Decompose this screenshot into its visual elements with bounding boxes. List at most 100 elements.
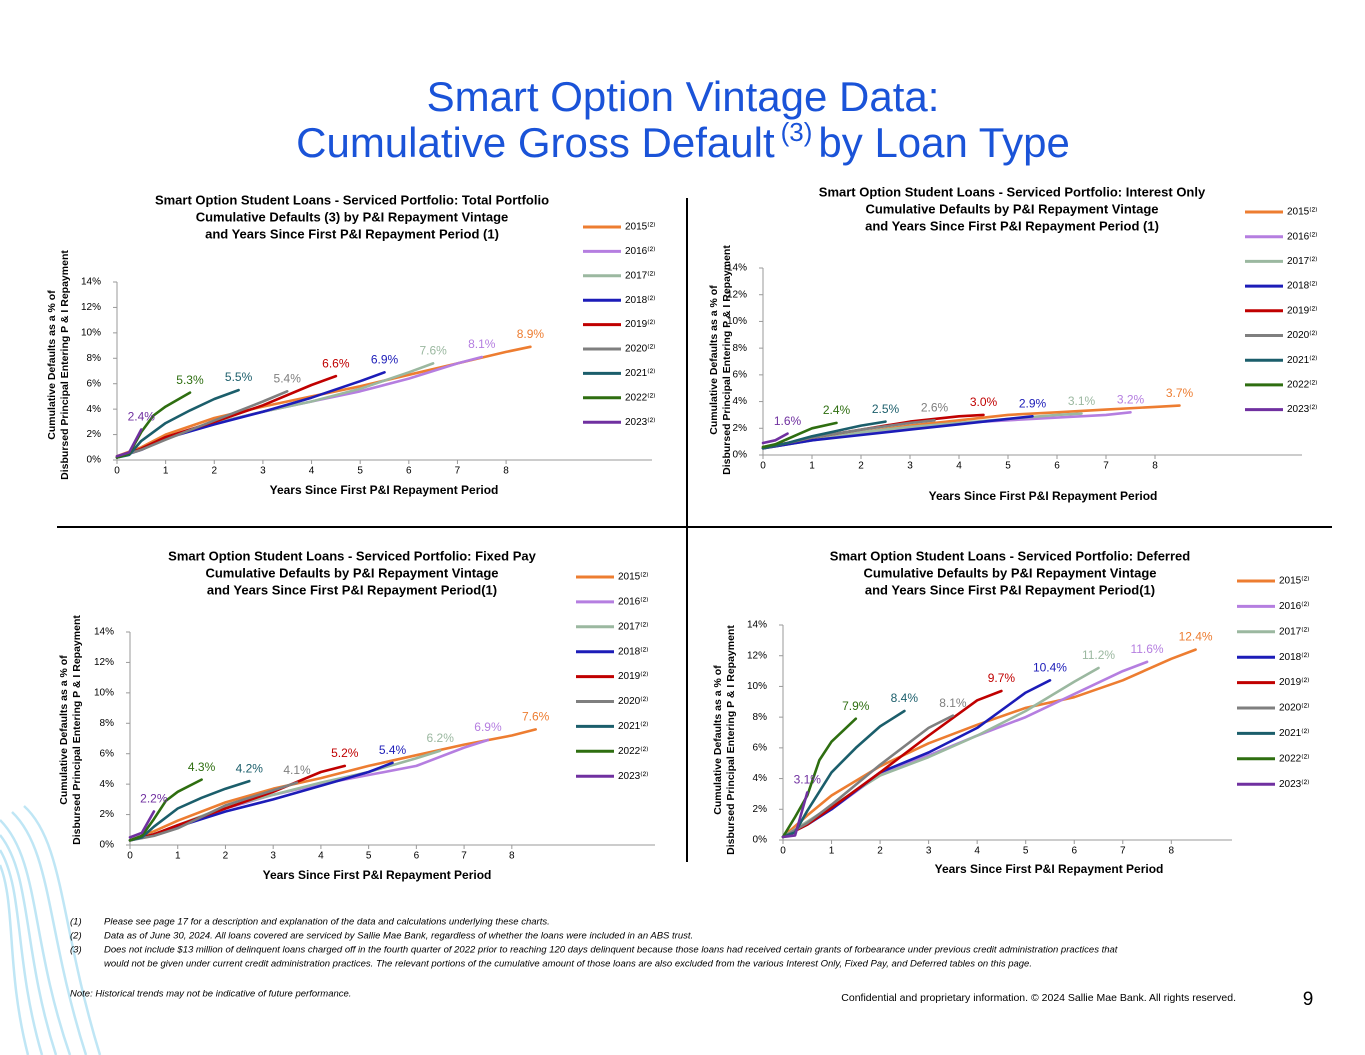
end-label: 2.9% [1019,396,1047,410]
x-tick-label: 4 [309,466,315,477]
y-tick-label: 6% [100,748,115,759]
end-label: 5.4% [274,372,302,386]
legend-label: 2020⁽²⁾ [625,344,656,355]
y-axis-label: Cumulative Defaults as a % of [712,665,724,815]
x-tick-label: 5 [366,851,372,862]
end-label: 9.7% [988,671,1016,685]
y-tick-label: 12% [81,302,101,313]
legend-label: 2019⁽²⁾ [1279,677,1310,688]
y-tick-label: 10% [94,687,114,698]
legend-label: 2022⁽²⁾ [625,392,656,403]
end-label: 3.7% [1166,386,1194,400]
x-tick-label: 8 [509,851,515,862]
end-label: 11.2% [1082,648,1115,662]
legend-label: 2016⁽²⁾ [1287,231,1318,242]
legend-label: 2022⁽²⁾ [618,746,649,757]
y-tick-label: 4% [87,404,102,415]
end-label: 5.2% [331,746,359,760]
y-tick-label: 6% [87,378,102,389]
end-label: 3.1% [794,773,822,787]
x-tick-label: 3 [270,851,276,862]
footnotes: (1) Please see page 17 for a description … [70,917,1118,970]
y-tick-label: 12% [727,289,747,300]
legend-label: 2023⁽²⁾ [1287,404,1318,415]
x-tick-label: 1 [809,461,815,472]
x-tick-label: 8 [1169,846,1175,857]
x-axis-label: Years Since First P&I Repayment Period [270,483,499,497]
chart-title: Cumulative Defaults (3) by P&I Repayment… [196,209,509,224]
y-tick-label: 8% [87,353,102,364]
x-tick-label: 8 [1152,461,1158,472]
x-tick-label: 7 [1103,461,1109,472]
y-axis-label: Cumulative Defaults as a % of [58,655,70,805]
legend-label: 2018⁽²⁾ [1287,281,1318,292]
page-title: Smart Option Vintage Data: [427,73,940,120]
y-tick-label: 14% [81,277,101,288]
end-label: 5.4% [379,743,407,757]
end-label: 2.4% [128,410,156,424]
y-tick-label: 10% [81,327,101,338]
x-tick-label: 7 [1120,846,1126,857]
end-label: 6.9% [474,720,502,734]
series-line [128,778,203,842]
legend-label: 2017⁽²⁾ [1279,626,1310,637]
series-line [128,779,251,842]
footnote-marker: (2) [70,931,82,942]
series-line [128,764,347,842]
legend-label: 2015⁽²⁾ [618,572,649,583]
end-label: 7.6% [522,710,550,724]
end-label: 2.6% [921,400,949,414]
series-line [115,390,289,459]
y-tick-label: 0% [753,835,768,846]
legend-label: 2022⁽²⁾ [1279,753,1310,764]
x-tick-label: 4 [974,846,980,857]
x-tick-label: 5 [357,466,363,477]
y-tick-label: 14% [727,263,747,274]
series-line [781,717,858,839]
chart-title: Smart Option Student Loans - Serviced Po… [155,192,549,207]
footnote-text: Please see page 17 for a description and… [104,917,550,928]
legend-label: 2021⁽²⁾ [1287,355,1318,366]
chart-title: and Years Since First P&I Repayment Peri… [865,218,1159,233]
end-label: 8.1% [468,337,496,351]
series-line [128,781,299,842]
end-label: 4.3% [188,760,216,774]
y-tick-label: 2% [753,804,768,815]
y-tick-label: 2% [100,809,115,820]
legend-label: 2023⁽²⁾ [625,417,656,428]
legend-label: 2015⁽²⁾ [1279,576,1310,587]
end-label: 10.4% [1033,660,1067,674]
end-label: 11.6% [1130,642,1163,656]
x-tick-label: 3 [926,846,932,857]
end-label: 6.2% [427,731,455,745]
end-label: 6.9% [371,352,399,366]
end-label: 8.1% [939,696,967,710]
confidential: Confidential and proprietary information… [841,992,1236,1004]
x-tick-label: 6 [1071,846,1077,857]
legend-label: 2019⁽²⁾ [1287,305,1318,316]
chart-title: Smart Option Student Loans - Serviced Po… [168,548,536,563]
chart-title: Cumulative Defaults by P&I Repayment Vin… [863,565,1156,580]
y-tick-label: 6% [753,742,768,753]
series-line [781,660,1149,839]
x-tick-label: 7 [461,851,467,862]
footnote-text: Does not include $13 million of delinque… [104,945,1118,956]
chart-title: Cumulative Defaults by P&I Repayment Vin… [865,201,1158,216]
title-part: by Loan Type [818,119,1069,166]
y-tick-label: 14% [94,627,114,638]
y-tick-label: 2% [733,423,748,434]
x-tick-label: 5 [1023,846,1029,857]
end-label: 4.1% [283,763,311,777]
chart-title: Smart Option Student Loans - Serviced Po… [819,184,1206,199]
end-label: 7.9% [842,699,870,713]
end-label: 3.2% [1117,392,1145,406]
series-line [781,791,809,839]
x-tick-label: 6 [414,851,420,862]
end-label: 4.2% [236,761,264,775]
chart-title: Cumulative Defaults by P&I Repayment Vin… [205,565,498,580]
end-label: 8.4% [891,691,919,705]
y-tick-label: 10% [727,316,747,327]
y-tick-label: 0% [733,450,748,461]
x-tick-label: 2 [858,461,864,472]
